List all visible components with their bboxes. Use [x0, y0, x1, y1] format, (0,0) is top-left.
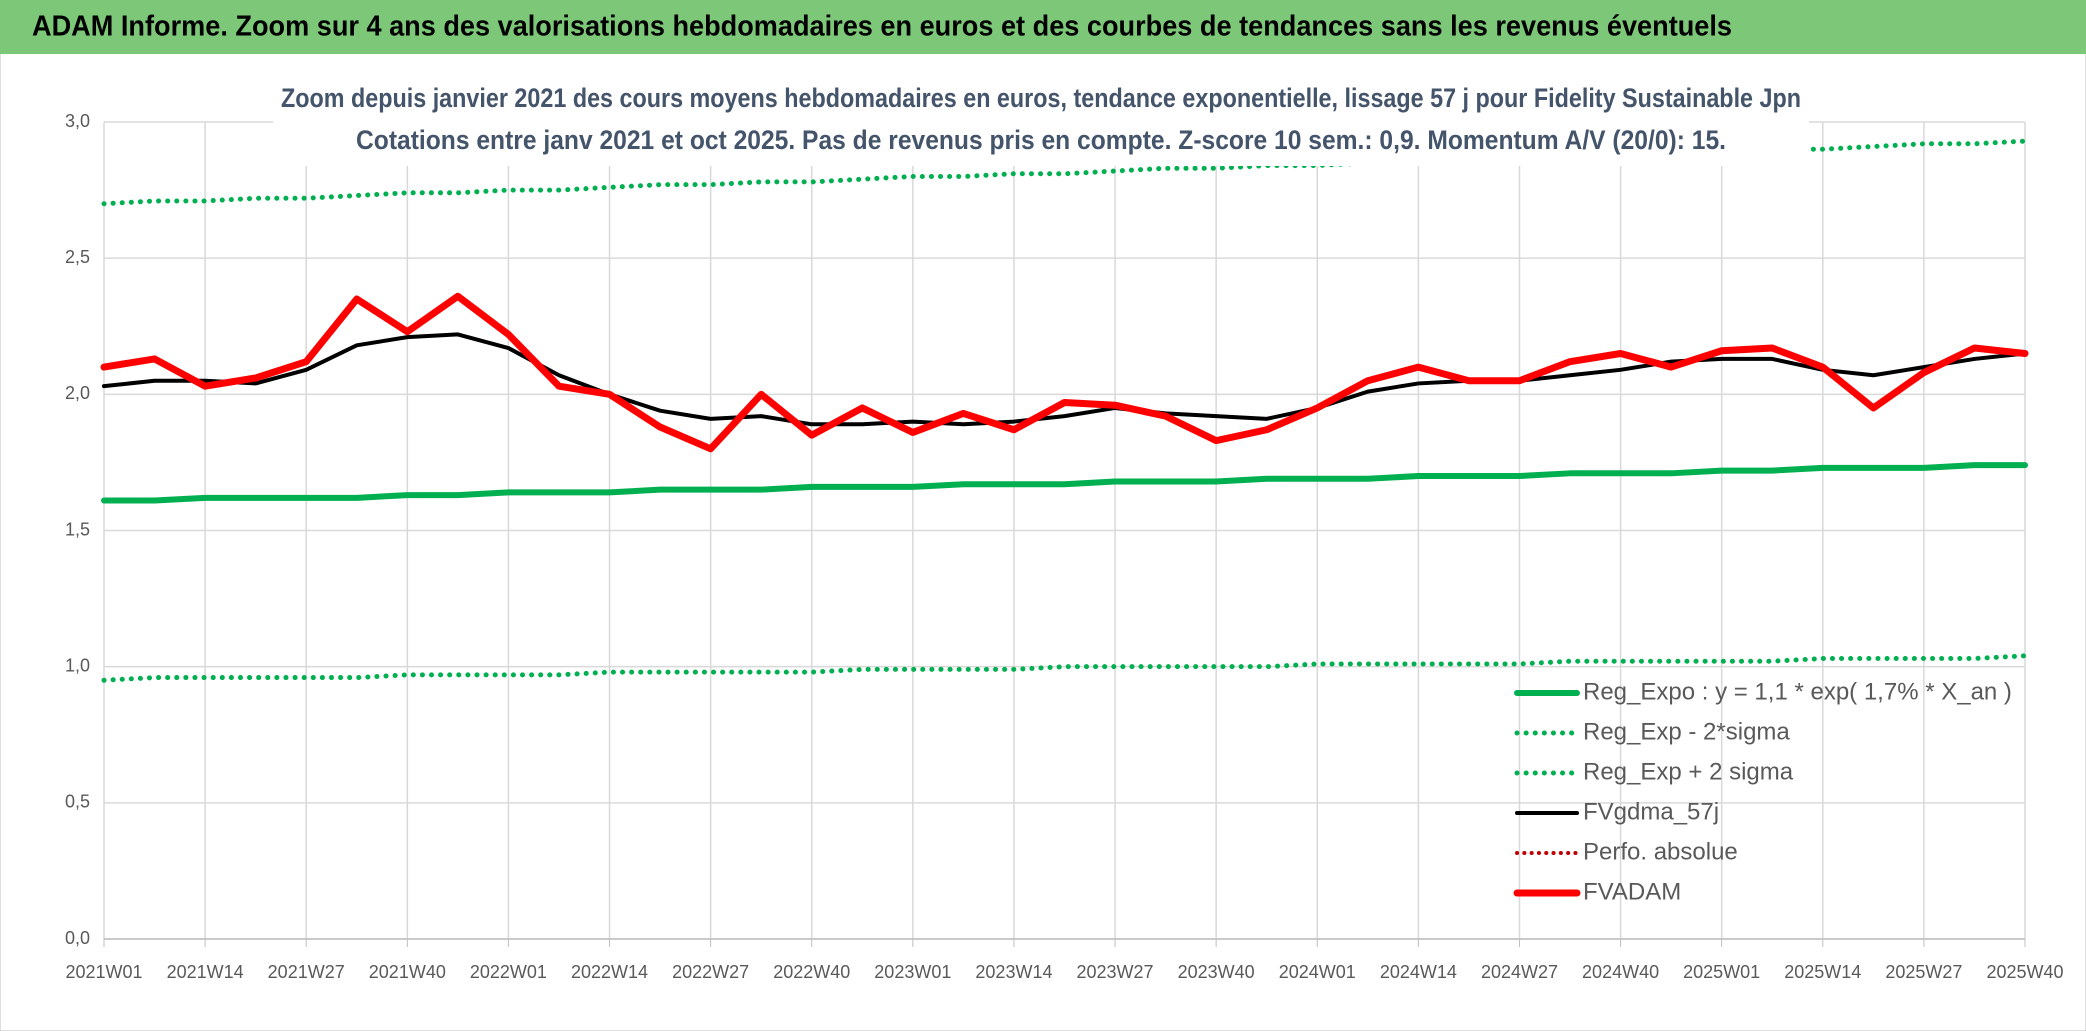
y-tick-label: 0,0 — [65, 928, 90, 948]
x-tick-label: 2024W01 — [1279, 962, 1356, 982]
x-tick-label: 2021W14 — [167, 962, 244, 982]
x-tick-label: 2025W40 — [1986, 962, 2063, 982]
x-tick-label: 2025W01 — [1683, 962, 1760, 982]
x-tick-label: 2021W40 — [369, 962, 446, 982]
x-tick-label: 2021W27 — [268, 962, 345, 982]
title-box — [273, 77, 1809, 166]
x-tick-label: 2025W27 — [1885, 962, 1962, 982]
x-tick-label: 2023W01 — [874, 962, 951, 982]
x-tick-label: 2023W14 — [975, 962, 1052, 982]
y-tick-label: 0,5 — [65, 792, 90, 812]
x-tick-label: 2022W40 — [773, 962, 850, 982]
legend-label: FVADAM — [1583, 878, 1681, 905]
series-line — [101, 653, 2028, 683]
legend-label: Reg_Exp - 2*sigma — [1583, 718, 1790, 745]
y-tick-label: 1,0 — [65, 655, 90, 675]
x-tick-label: 2024W14 — [1380, 962, 1457, 982]
header-bar — [0, 0, 2086, 54]
x-tick-label: 2023W27 — [1077, 962, 1154, 982]
x-tick-label: 2022W27 — [672, 962, 749, 982]
header: ADAM Informe. Zoom sur 4 ans des valoris… — [32, 11, 1732, 43]
x-tick-label: 2022W14 — [571, 962, 648, 982]
legend-label: Perfo. absolue — [1583, 838, 1738, 865]
x-tick-label: 2022W01 — [470, 962, 547, 982]
y-tick-label: 2,0 — [65, 383, 90, 403]
chart-subtitle: Cotations entre janv 2021 et oct 2025. P… — [356, 125, 1726, 155]
x-tick-label: 2024W27 — [1481, 962, 1558, 982]
series-line — [100, 292, 2029, 453]
y-tick-label: 3,0 — [65, 111, 90, 131]
legend-label: Reg_Exp + 2 sigma — [1583, 758, 1794, 785]
legend-label: FVgdma_57j — [1583, 798, 1719, 825]
series-line — [101, 462, 2028, 504]
legend-label: Reg_Expo : y = 1,1 * exp( 1,7% * X_an ) — [1583, 678, 2012, 705]
x-tick-label: 2021W01 — [65, 962, 142, 982]
y-tick-label: 1,5 — [65, 519, 90, 539]
x-tick-label: 2023W40 — [1178, 962, 1255, 982]
legend: Reg_Expo : y = 1,1 * exp( 1,7% * X_an ) R… — [1513, 678, 2012, 905]
x-tick-label: 2025W14 — [1784, 962, 1861, 982]
y-tick-label: 2,5 — [65, 247, 90, 267]
chart-title: Zoom depuis janvier 2021 des cours moyen… — [281, 83, 1801, 113]
x-tick-label: 2024W40 — [1582, 962, 1659, 982]
